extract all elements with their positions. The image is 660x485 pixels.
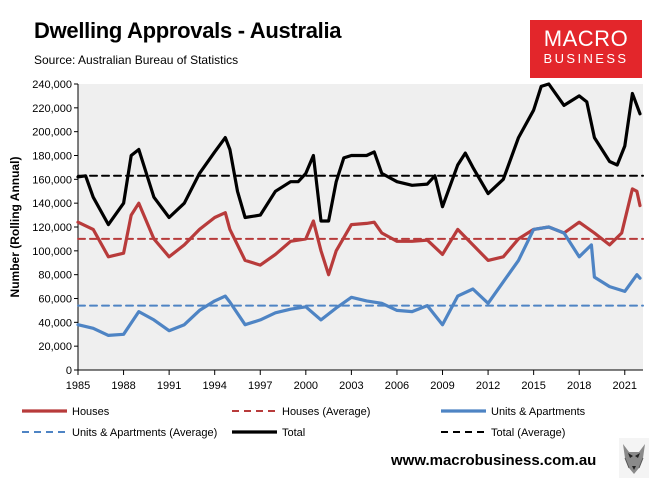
y-tick-label: 220,000: [32, 103, 72, 115]
x-tick-label: 2000: [294, 380, 318, 392]
logo-line1: MACRO: [543, 26, 629, 51]
wolf-icon: [619, 438, 649, 478]
y-tick-label: 40,000: [38, 317, 72, 329]
legend-label-units-apartments: Units & Apartments: [491, 406, 586, 418]
series-line-total: [76, 82, 642, 227]
y-tick-label: 200,000: [32, 127, 72, 139]
y-tick-label: 80,000: [38, 270, 72, 282]
y-tick-label: 120,000: [32, 222, 72, 234]
y-axis-label: Number (Rolling Annual): [8, 157, 22, 298]
legend-label-houses-average: Houses (Average): [282, 406, 370, 418]
website-url: www.macrobusiness.com.au: [391, 452, 597, 469]
x-tick-label: 2015: [521, 380, 545, 392]
x-tick-label: 1997: [248, 380, 272, 392]
macrobusiness-logo: MACRO BUSINESS: [530, 20, 642, 78]
x-tick-label: 2003: [339, 380, 363, 392]
y-tick-label: 20,000: [38, 341, 72, 353]
x-tick-label: 2009: [430, 380, 454, 392]
x-tick-label: 1985: [66, 380, 90, 392]
x-tick-label: 1991: [157, 380, 181, 392]
series-line-units-apartments: [76, 225, 642, 337]
x-tick-label: 2012: [476, 380, 500, 392]
source-note: Source: Australian Bureau of Statistics: [34, 53, 239, 67]
x-tick-label: 1994: [202, 380, 226, 392]
legend-label-houses: Houses: [72, 406, 110, 418]
y-tick-label: 60,000: [38, 294, 72, 306]
legend-label-units-apartments-average: Units & Apartments (Average): [72, 427, 217, 439]
y-tick-label: 100,000: [32, 246, 72, 258]
legend-label-total-average: Total (Average): [491, 427, 565, 439]
logo-line2: BUSINESS: [543, 51, 629, 66]
legend-label-total: Total: [282, 427, 305, 439]
y-tick-label: 240,000: [32, 79, 72, 91]
y-tick-label: 0: [66, 365, 72, 377]
x-tick-label: 2018: [567, 380, 591, 392]
x-tick-label: 2006: [385, 380, 409, 392]
x-tick-label: 1988: [111, 380, 135, 392]
y-tick-label: 180,000: [32, 151, 72, 163]
page-title: Dwelling Approvals - Australia: [34, 18, 342, 43]
x-tick-label: 2021: [613, 380, 637, 392]
y-tick-label: 140,000: [32, 198, 72, 210]
y-tick-label: 160,000: [32, 174, 72, 186]
